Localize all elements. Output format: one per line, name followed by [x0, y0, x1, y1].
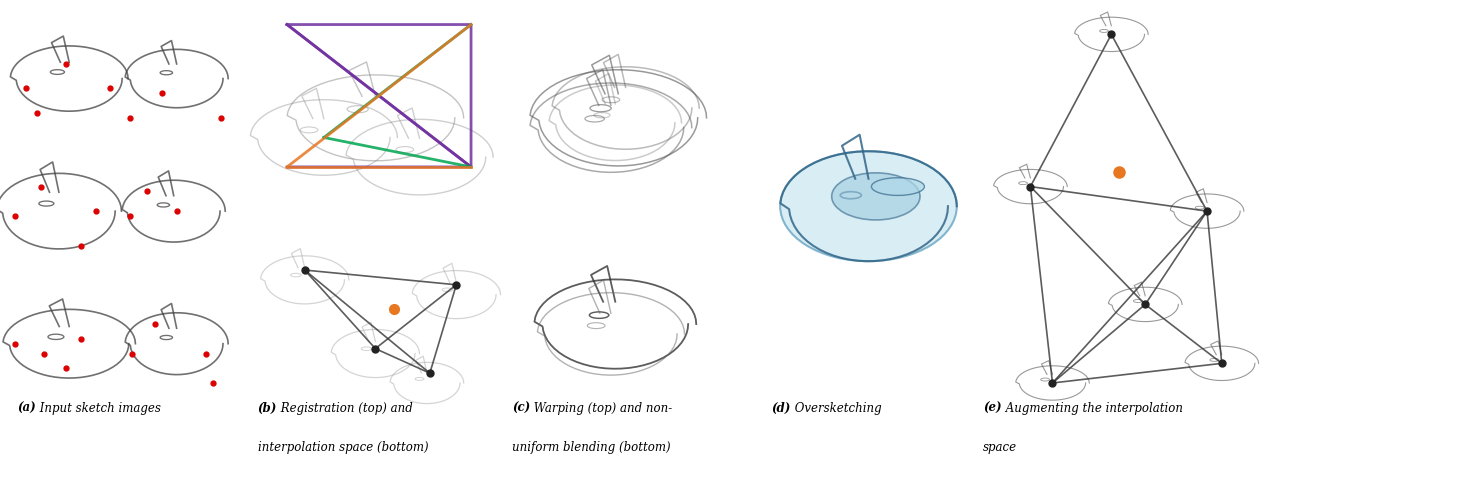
Text: Oversketching: Oversketching [790, 402, 882, 415]
Text: Registration (top) and: Registration (top) and [277, 402, 412, 415]
Text: Augmenting the interpolation: Augmenting the interpolation [1002, 402, 1183, 415]
Text: space: space [983, 441, 1017, 454]
Circle shape [871, 178, 924, 195]
Ellipse shape [780, 151, 957, 261]
Ellipse shape [832, 173, 920, 220]
Text: uniform blending (bottom): uniform blending (bottom) [512, 441, 671, 454]
Text: (b): (b) [258, 402, 277, 415]
Text: (c): (c) [512, 402, 530, 415]
Text: (d): (d) [771, 402, 790, 415]
Text: Input sketch images: Input sketch images [37, 402, 160, 415]
Text: (a): (a) [18, 402, 37, 415]
Text: Warping (top) and non-: Warping (top) and non- [530, 402, 673, 415]
Text: (e): (e) [983, 402, 1002, 415]
Text: interpolation space (bottom): interpolation space (bottom) [258, 441, 428, 454]
